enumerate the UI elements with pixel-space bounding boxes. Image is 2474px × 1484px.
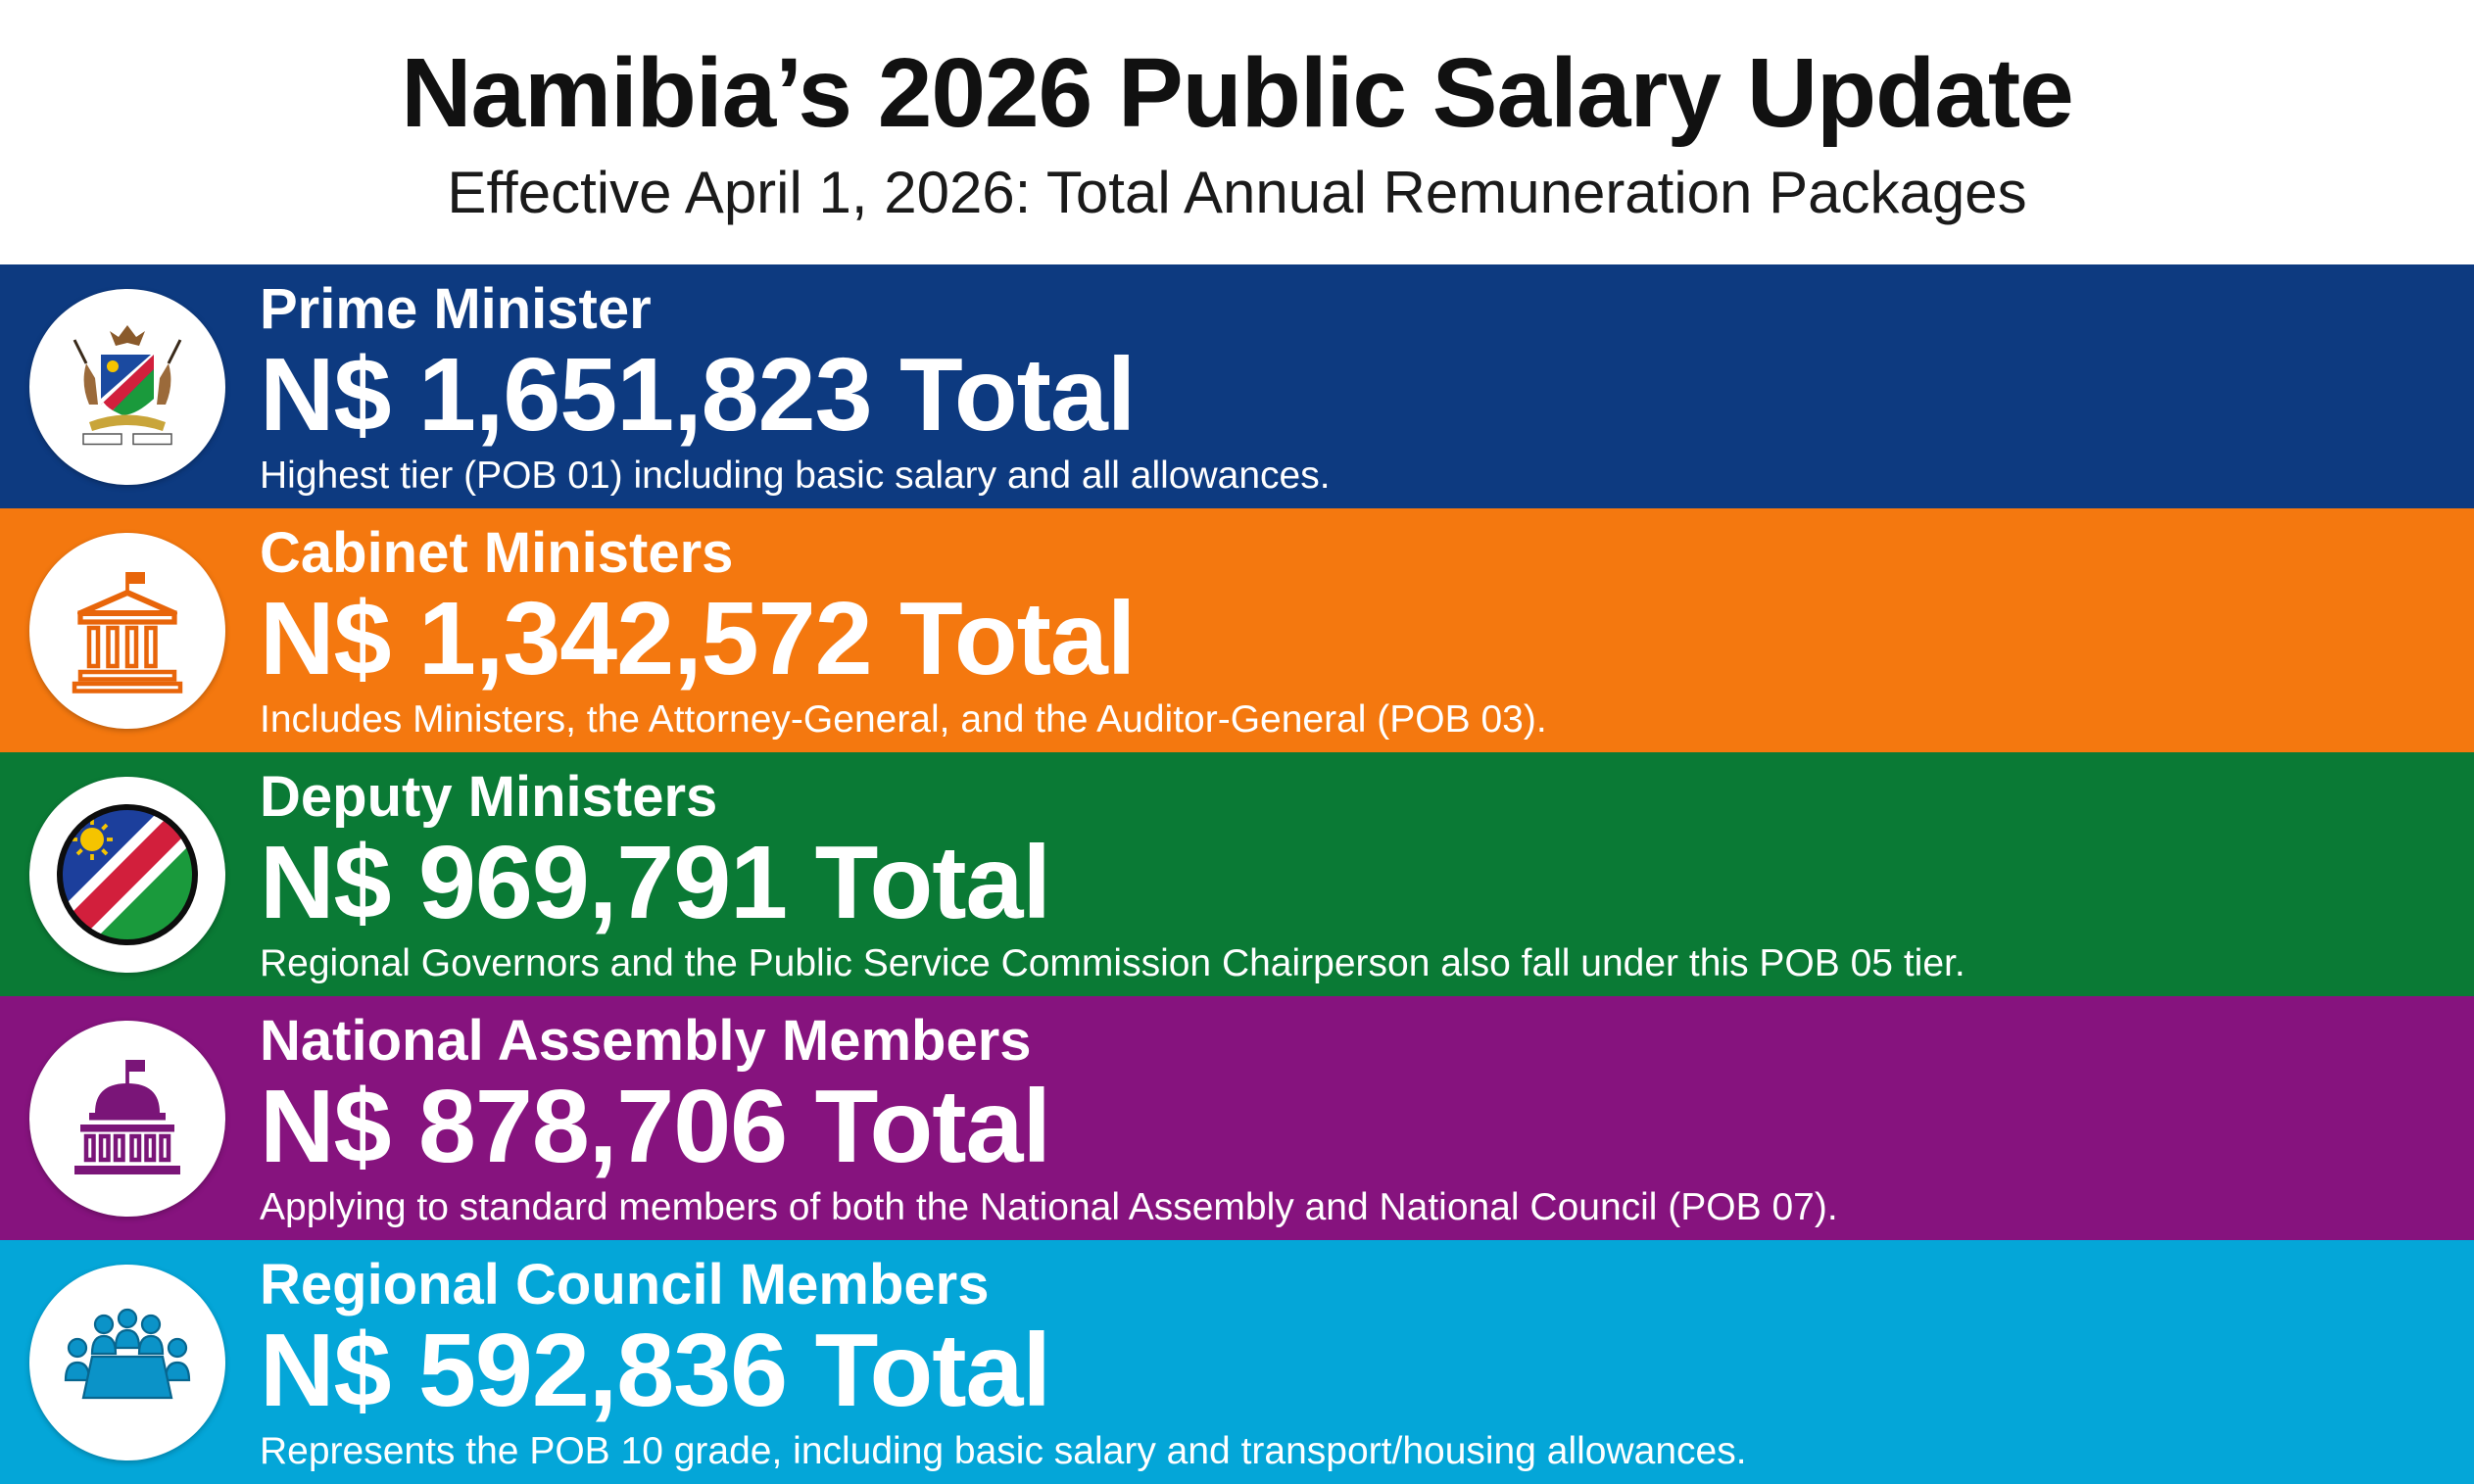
page-subtitle: Effective April 1, 2026: Total Annual Re… — [447, 160, 2027, 225]
meeting-table-icon — [29, 1264, 225, 1460]
header: Namibia’s 2026 Public Salary Update Effe… — [0, 0, 2474, 264]
tier-prime-minister: Prime Minister N$ 1,651,823 Total Highes… — [0, 264, 2474, 508]
tier-cabinet-ministers: Cabinet Ministers N$ 1,342,572 Total Inc… — [0, 508, 2474, 752]
tier-regional-council-members: Regional Council Members N$ 592,836 Tota… — [0, 1240, 2474, 1484]
tier-amount: N$ 878,706 Total — [260, 1068, 1051, 1184]
namibia-flag-icon — [29, 776, 225, 973]
tier-description: Includes Ministers, the Attorney-General… — [260, 698, 1547, 742]
tier-role: Cabinet Ministers — [260, 521, 734, 585]
coat-of-arms-icon — [29, 288, 225, 485]
tier-role: Prime Minister — [260, 277, 652, 341]
tier-amount: N$ 592,836 Total — [260, 1312, 1051, 1428]
government-building-icon — [29, 532, 225, 729]
tier-description: Applying to standard members of both the… — [260, 1186, 1838, 1229]
tier-national-assembly-members: National Assembly Members N$ 878,706 Tot… — [0, 996, 2474, 1240]
tier-role: National Assembly Members — [260, 1009, 1032, 1073]
tier-deputy-ministers: Deputy Ministers N$ 969,791 Total Region… — [0, 752, 2474, 996]
tier-description: Regional Governors and the Public Servic… — [260, 942, 1965, 985]
page-title: Namibia’s 2026 Public Salary Update — [401, 38, 2074, 148]
parliament-dome-icon — [29, 1020, 225, 1217]
tier-amount: N$ 1,651,823 Total — [260, 336, 1136, 453]
tier-description: Represents the POB 10 grade, including b… — [260, 1430, 1747, 1473]
tier-role: Regional Council Members — [260, 1253, 990, 1316]
tier-description: Highest tier (POB 01) including basic sa… — [260, 455, 1331, 498]
tier-amount: N$ 1,342,572 Total — [260, 580, 1136, 696]
tier-amount: N$ 969,791 Total — [260, 824, 1051, 940]
tier-role: Deputy Ministers — [260, 765, 718, 829]
